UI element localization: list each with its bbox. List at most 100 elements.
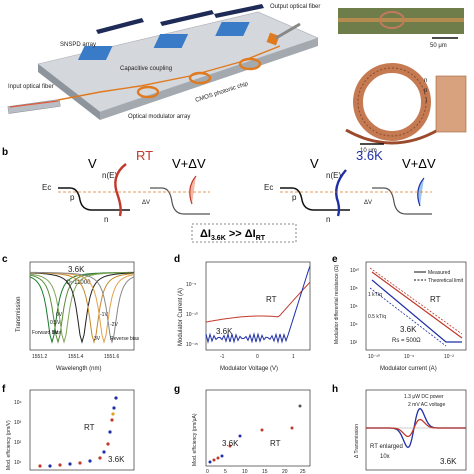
label-snspd: SNSPD array — [60, 42, 96, 48]
panel-g-xtick-2: 10 — [242, 469, 248, 474]
panel-f-point-7 — [102, 450, 106, 454]
panel-f-point-10 — [110, 418, 114, 422]
panel-g-rt: RT — [270, 439, 281, 448]
panel-h-annot2: 2 mV AC voltage — [408, 402, 445, 408]
panel-e-cold-theory — [369, 287, 447, 347]
panel-b-letter: b — [2, 147, 8, 158]
panel-e-legend-measured: Measured — [428, 270, 450, 276]
panel-e-cold: 3.6K — [400, 325, 417, 334]
panel-e-ylabel: Modulator differential resistance (Ω) — [334, 264, 340, 344]
panel-c-curves — [29, 271, 135, 344]
cold-ne-label: n(E) — [326, 171, 341, 180]
panel-f-point-6 — [98, 456, 102, 460]
panel-d: d RT 3.6K 10⁻⁵ 10⁻¹⁰ 10⁻¹⁵ -1 0 1 Modula… — [174, 254, 311, 372]
output-fibers — [96, 4, 264, 34]
panel-d-xtick-0: -1 — [220, 354, 225, 360]
panel-h-rt-curve — [366, 418, 466, 438]
panel-f-point-9 — [108, 430, 112, 434]
rt-title: RT — [136, 148, 153, 163]
relation-box — [191, 223, 297, 243]
panel-c-forward: Forward bias — [32, 330, 61, 336]
label-input-fiber: Input optical fiber — [8, 84, 54, 90]
rt-p-label: p — [70, 193, 75, 202]
panel-d-ytick-0: 10⁻⁵ — [186, 282, 196, 288]
panel-e-ytick-4: 10² — [350, 340, 358, 346]
panel-c-xtick-1: 1551.4 — [68, 354, 84, 360]
panel-d-xlabel: Modulator Voltage (V) — [220, 366, 278, 372]
panel-h-annot1: 1.3 μW DC power — [404, 394, 444, 400]
panel-f-axes — [29, 389, 135, 471]
panel-f-ytick-3: 10¹ — [14, 460, 22, 466]
panel-h-factor: 10x — [380, 454, 390, 460]
panel-e-axes — [365, 261, 467, 351]
panel-f-letter: f — [2, 384, 6, 395]
panel-g-point-4 — [228, 444, 232, 448]
panel-d-curves — [205, 265, 311, 344]
panel-g-ylabel: Mod. efficiency (pm/μA) — [192, 413, 198, 466]
label-n: n — [424, 78, 427, 84]
panel-f-ytick-0: 10⁴ — [14, 400, 22, 406]
panel-c-curve-label-05v: 0.5V — [50, 320, 61, 326]
panel-g-xtick-1: 5 — [224, 469, 227, 474]
panel-e-legend-theory: Theoretical limit — [428, 278, 464, 284]
panel-f-points — [38, 396, 118, 468]
panel-e-ytick-0: 10¹⁰ — [350, 268, 359, 274]
panel-f-ytick-1: 10³ — [14, 420, 22, 426]
panel-e-rt-theory — [369, 267, 463, 335]
panel-c-ylabel: Transmission — [16, 297, 22, 332]
panel-g-xtick-3: 15 — [262, 469, 268, 474]
panel-e-slope-1: 1 kT/q — [368, 292, 382, 298]
scale-bar-10: 10 μm — [360, 148, 377, 154]
panel-g-point-5 — [238, 434, 242, 438]
rt-v-label: V — [88, 156, 97, 171]
panel-c-resonance-2 — [29, 272, 134, 344]
panel-e-ytick-3: 10⁴ — [350, 322, 358, 328]
ring-zoom — [435, 75, 467, 133]
panel-g-point-1 — [212, 458, 216, 462]
cold-p-label: p — [292, 193, 297, 202]
panel-d-ytick-1: 10⁻¹⁰ — [186, 312, 198, 318]
panel-c-xlabel: Wavelength (nm) — [56, 366, 101, 372]
panel-h-cold: 3.6K — [440, 457, 457, 466]
panel-f: f RT 3.6K 10⁴ 10³ 10² 10¹ Mod. efficienc… — [2, 384, 135, 471]
panel-e-rt: RT — [430, 295, 441, 304]
rt-n-label: n — [104, 215, 108, 224]
panel-f-point-5 — [88, 459, 92, 463]
panel-e: e Measured Theoretical limit RT 3.6K Rs … — [332, 254, 467, 372]
panel-g-letter: g — [174, 384, 180, 395]
panel-f-ylabel: Mod. efficiency (pm/V) — [6, 420, 12, 470]
panel-d-xtick-2: 1 — [292, 354, 295, 360]
panel-c-title: 3.6K — [68, 265, 85, 274]
panel-e-cold-curve — [371, 279, 462, 343]
panel-e-xtick-2: 10⁻² — [444, 354, 454, 360]
cold-v-label: V — [310, 156, 319, 171]
panel-d-rt: RT — [266, 295, 277, 304]
rt-distribution — [114, 163, 127, 217]
panel-e-letter: e — [332, 254, 338, 265]
panel-g-xtick-4: 20 — [282, 469, 288, 474]
cold-dv-label: ΔV — [364, 200, 372, 206]
panel-c-resonance-3 — [29, 272, 135, 344]
panel-f-point-11 — [112, 406, 116, 410]
scale-bar-50: 50 μm — [430, 43, 447, 49]
rt-ne-label: n(E) — [102, 171, 117, 180]
panel-g-xtick-0: 0 — [206, 469, 209, 474]
panel-c-curve-label-m2v: -2V — [110, 322, 118, 328]
panel-h-letter: h — [332, 384, 338, 395]
panel-d-ylabel: Modulator Current (A) — [178, 288, 184, 346]
panel-g-point-7 — [290, 426, 294, 430]
cold-n-label: n — [326, 215, 330, 224]
panel-g-points — [208, 404, 302, 464]
rt-ec-label: Ec — [42, 183, 51, 192]
rt-vdv-label: V+ΔV — [172, 156, 206, 171]
panel-h-curves — [366, 407, 466, 449]
label-i: i — [426, 98, 427, 104]
panel-d-ytick-2: 10⁻¹⁵ — [186, 342, 198, 348]
panel-f-point-4 — [78, 461, 82, 465]
panel-c-resonance-6 — [30, 271, 135, 344]
panel-f-point-2 — [58, 463, 62, 467]
panel-h-axes — [365, 389, 467, 471]
rt-dv-label: ΔV — [142, 200, 150, 206]
panel-f-point-8 — [106, 442, 110, 446]
